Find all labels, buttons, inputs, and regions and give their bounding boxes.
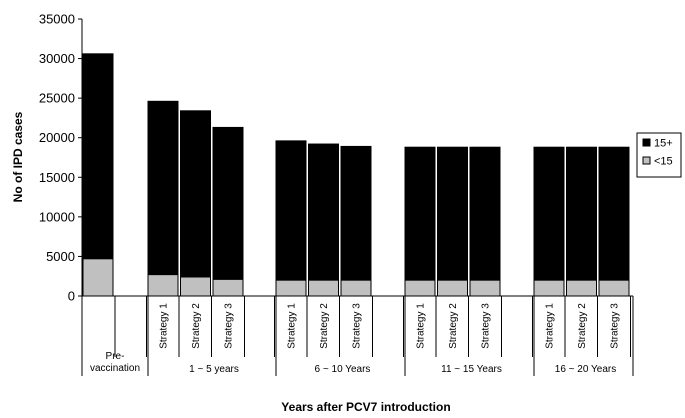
x-axis-title: Years after PCV7 introduction [281,400,450,414]
legend-swatch [642,138,651,147]
bar-segment-lt15 [404,279,436,297]
bar-segment-lt15 [340,279,372,297]
bar-segment-lt15 [566,279,597,297]
bar-segment-15plus [180,110,211,278]
bar-segment-15plus [82,53,114,260]
bar-segment-lt15 [275,279,307,297]
bar-segment-lt15 [598,279,630,297]
bar-segment-15plus [469,146,501,281]
bar-segment-15plus [533,146,565,281]
bar-segment-lt15 [469,279,501,297]
bar-category-label: Strategy 1 [287,303,298,349]
bar-segment-lt15 [308,279,339,297]
bar-category-label: Strategy 1 [416,303,427,349]
bar-segment-15plus [147,100,179,276]
group-label: 6 ~ 10 Years [315,364,371,375]
bar-segment-15plus [308,143,339,281]
group-label: 1 ~ 5 years [189,364,239,375]
y-tick-label: 5000 [46,249,75,264]
bar-segment-15plus [598,146,630,281]
bar-category-label: Strategy 2 [448,303,459,349]
bar-category-label: Strategy 2 [191,303,202,349]
group-label: Pre-vaccination [90,351,140,374]
legend-label: <15 [654,156,673,168]
bar-category-label: Strategy 3 [224,303,235,349]
bar-segment-lt15 [533,279,565,297]
bar-segment-15plus [404,146,436,281]
legend-swatch [642,156,651,165]
y-tick-label: 20000 [39,130,75,145]
bar-category-label: Strategy 2 [577,303,588,349]
y-tick-label: 10000 [39,209,75,224]
group-label: 16 ~ 20 Years [555,364,616,375]
y-tick-label: 30000 [39,51,75,66]
bar-category-label: Strategy 1 [545,303,556,349]
legend-label: 15+ [654,138,673,150]
bar-segment-lt15 [212,278,244,297]
y-tick-label: 25000 [39,91,75,106]
category-table: Strategy 1 Strategy 2 Strategy 3 Strategy 1… [81,296,634,376]
bar-segment-15plus [340,145,372,281]
legend: 15+ <15 [636,132,682,178]
bar-segment-15plus [437,146,468,281]
bar-category-label: Strategy 2 [319,303,330,349]
bar-segment-15plus [566,146,597,281]
bars [82,53,633,297]
bar-category-label: Strategy 3 [352,303,363,349]
y-tick-label: 35000 [39,12,75,27]
bar-category-label: Strategy 1 [159,303,170,349]
bar-category-label: Strategy 3 [610,303,621,349]
bar-segment-lt15 [437,279,468,297]
legend-box [636,132,682,178]
y-tick-label: 15000 [39,170,75,185]
bar-category-label: Strategy 3 [481,303,492,349]
y-axis: 0 5000 10000 15000 20000 25000 30000 35000 [39,12,83,304]
y-axis-title: No of IPD cases [11,111,25,202]
bar-segment-lt15 [180,276,211,297]
bar-segment-15plus [275,140,307,281]
bar-segment-lt15 [147,274,179,297]
bar-segment-15plus [212,126,244,280]
bar-segment-lt15 [82,258,114,297]
group-label: 11 ~ 15 Years [441,364,502,375]
y-tick-label: 0 [68,289,75,304]
